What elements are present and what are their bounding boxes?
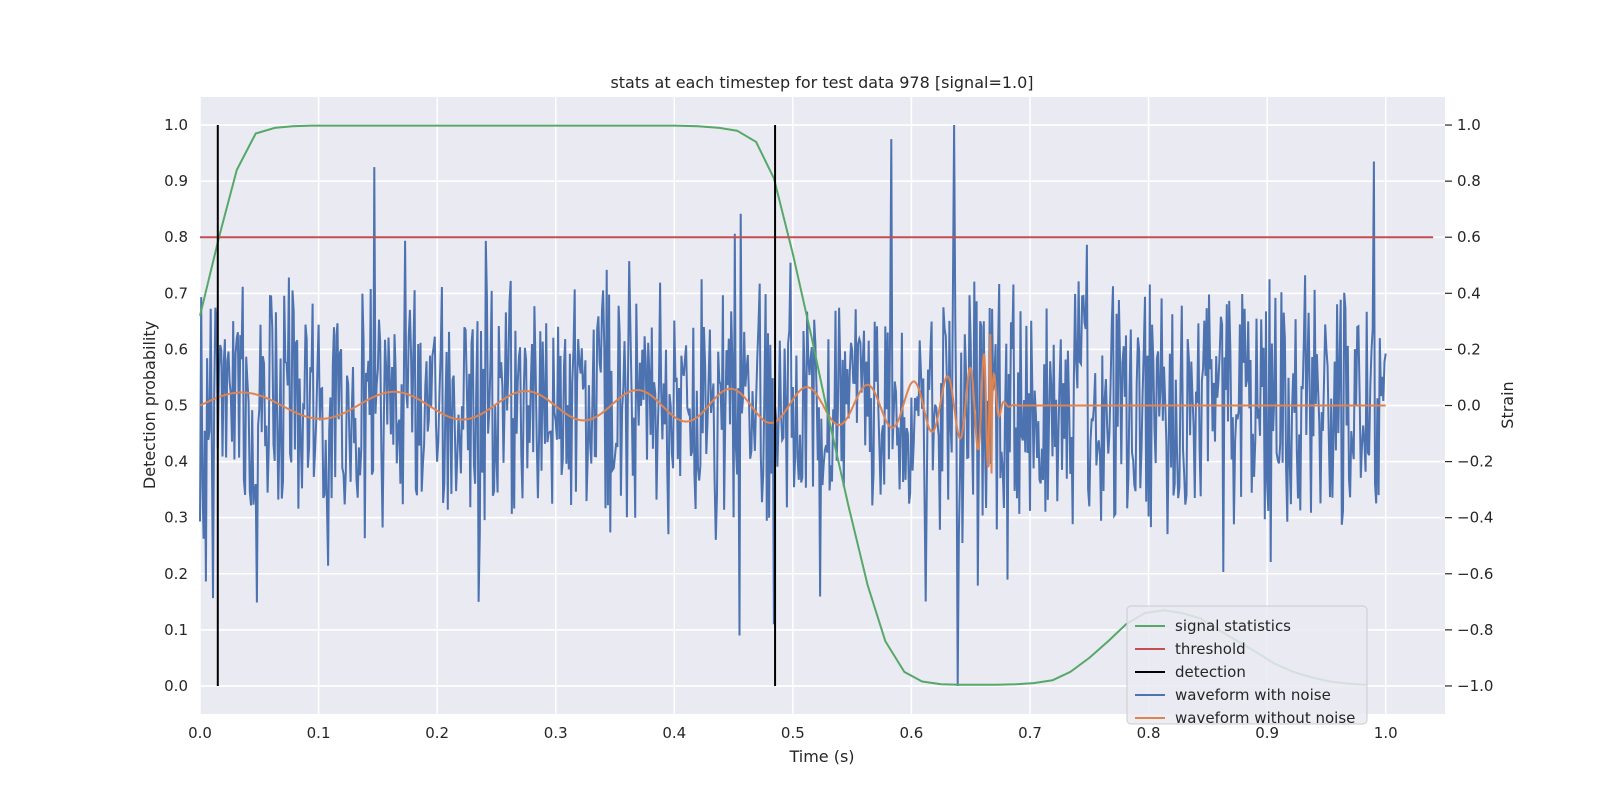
y2-axis-label: Strain xyxy=(1498,381,1517,428)
y2-tick-label: 0.4 xyxy=(1457,284,1481,302)
legend-entry: detection xyxy=(1175,663,1246,681)
y2-tick-label: −1.0 xyxy=(1457,677,1493,695)
legend-box xyxy=(1126,605,1368,725)
x-tick-label: 0.4 xyxy=(662,724,686,742)
x-tick-label: 0.8 xyxy=(1137,724,1161,742)
y-tick-label: 0.1 xyxy=(164,621,188,639)
x-tick-label: 0.6 xyxy=(899,724,923,742)
y2-tick-label: 0.2 xyxy=(1457,340,1481,358)
y-tick-label: 0.0 xyxy=(164,677,188,695)
y-tick-label: 0.4 xyxy=(164,453,188,471)
y-tick-label: 0.8 xyxy=(164,228,188,246)
legend-entry: waveform without noise xyxy=(1175,709,1355,727)
legend-entry: threshold xyxy=(1175,640,1246,658)
x-tick-label: 1.0 xyxy=(1374,724,1398,742)
y-tick-label: 0.9 xyxy=(164,172,188,190)
y-tick-label: 0.5 xyxy=(164,397,188,415)
x-tick-label: 0.0 xyxy=(188,724,212,742)
x-tick-label: 0.5 xyxy=(781,724,805,742)
y2-tick-label: −0.6 xyxy=(1457,565,1493,583)
ticks: 0.0 0.1 0.2 0.3 0.4 0.5 0.6 0.7 0.8 0.9 1.0 0.0 0.1 0… xyxy=(164,116,1493,742)
x-tick-label: 0.7 xyxy=(1018,724,1042,742)
y2-tick-label: −0.4 xyxy=(1457,509,1493,527)
x-tick-label: 0.2 xyxy=(425,724,449,742)
legend-entry: signal statistics xyxy=(1175,617,1291,635)
y-tick-label: 0.6 xyxy=(164,340,188,358)
series-waveform-with-noise xyxy=(199,124,1387,687)
y2-tick-label: −0.2 xyxy=(1457,453,1493,471)
chart-title: stats at each timestep for test data 978… xyxy=(610,73,1033,92)
y2-tick-label: 0.6 xyxy=(1457,228,1481,246)
legend-entry: waveform with noise xyxy=(1175,686,1331,704)
series-waveform-without-noise xyxy=(199,333,1386,474)
y2-tick-label: 0.0 xyxy=(1457,397,1481,415)
y-tick-label: 0.3 xyxy=(164,509,188,527)
x-tick-label: 0.3 xyxy=(544,724,568,742)
x-axis-label: Time (s) xyxy=(788,747,854,766)
y-tick-label: 0.2 xyxy=(164,565,188,583)
legend: signal statistics threshold detection wavef… xyxy=(1126,605,1368,727)
y-axis-label: Detection probability xyxy=(140,321,159,489)
y2-tick-label: 1.0 xyxy=(1457,116,1481,134)
y2-tick-label: −0.8 xyxy=(1457,621,1493,639)
y-tick-label: 1.0 xyxy=(164,116,188,134)
x-tick-label: 0.9 xyxy=(1255,724,1279,742)
y2-tick-label: 0.8 xyxy=(1457,172,1481,190)
x-tick-label: 0.1 xyxy=(307,724,331,742)
y-tick-label: 0.7 xyxy=(164,284,188,302)
